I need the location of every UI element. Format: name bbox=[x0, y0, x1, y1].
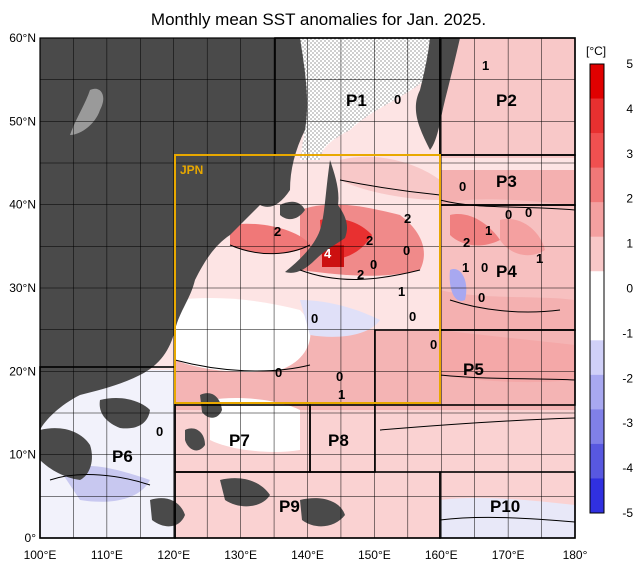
latitude-tick-label: 30°N bbox=[9, 281, 36, 295]
contour-label: 2 bbox=[274, 224, 281, 239]
colorbar-swatch bbox=[590, 409, 604, 445]
longitude-tick-label: 140°E bbox=[291, 548, 324, 562]
colorbar-unit: [°C] bbox=[586, 44, 606, 58]
sakhalin-island bbox=[70, 88, 104, 135]
colorbar-swatch bbox=[590, 98, 604, 134]
colorbar-border bbox=[589, 63, 605, 514]
contour-label: 0 bbox=[409, 309, 416, 324]
colorbar-swatch bbox=[590, 133, 604, 169]
contour-label: 0 bbox=[525, 205, 532, 220]
contour-label: 0 bbox=[403, 243, 410, 258]
longitude-tick-label: 110°E bbox=[91, 548, 123, 562]
colorbar-tick-label: -2 bbox=[622, 371, 633, 385]
colorbar-swatch bbox=[590, 305, 604, 341]
contour-label: 0 bbox=[370, 257, 377, 272]
colorbar-tick-label: -5 bbox=[622, 506, 633, 520]
contour-label: 0 bbox=[156, 424, 163, 439]
region-label-jpn: JPN bbox=[180, 163, 203, 177]
contour-label: 2 bbox=[366, 233, 373, 248]
longitude-tick-label: 150°E bbox=[358, 548, 391, 562]
latitude-tick-label: 0° bbox=[25, 531, 37, 545]
region-label-p2: P2 bbox=[496, 91, 517, 110]
contour-label: 1 bbox=[485, 223, 492, 238]
region-label-p1: P1 bbox=[346, 91, 367, 110]
plot-frame bbox=[39, 37, 576, 539]
contour-lines bbox=[49, 179, 575, 523]
colorbar-tick-label: 4 bbox=[626, 102, 633, 116]
region-label-p9: P9 bbox=[279, 497, 300, 516]
contour-label: 4 bbox=[324, 246, 332, 261]
colorbar-swatch bbox=[590, 64, 604, 100]
contour-label: 0 bbox=[459, 179, 466, 194]
contour-label: 0 bbox=[394, 92, 401, 107]
contour-label: 2 bbox=[357, 267, 364, 282]
colorbar-swatch bbox=[590, 340, 604, 376]
colorbar-tick-label: 1 bbox=[626, 237, 633, 251]
longitude-tick-label: 120°E bbox=[157, 548, 190, 562]
longitude-tick-label: 170°E bbox=[492, 548, 525, 562]
contour-label: 1 bbox=[398, 284, 405, 299]
contour-label: 0 bbox=[478, 290, 485, 305]
contour-label: 1 bbox=[536, 251, 543, 266]
colorbar-tick-label: 5 bbox=[626, 57, 633, 71]
latitude-tick-label: 20°N bbox=[9, 364, 36, 378]
region-label-p4: P4 bbox=[496, 262, 517, 281]
region-label-p3: P3 bbox=[496, 172, 517, 191]
longitude-tick-label: 100°E bbox=[24, 548, 57, 562]
region-label-p10: P10 bbox=[490, 497, 520, 516]
colorbar-tick-label: -4 bbox=[622, 461, 633, 475]
contour-label: 0 bbox=[311, 311, 318, 326]
contour-value-labels: 1 0 0 0 2 4 2 2 2 0 2 0 1 1 0 0 1 0 1 0 … bbox=[156, 58, 543, 439]
colorbar-tick-label: 0 bbox=[626, 282, 633, 296]
longitude-tick-labels: 100°E 110°E 120°E 130°E 140°E 150°E 160°E 170°E… bbox=[24, 548, 588, 562]
contour-label: 0 bbox=[481, 260, 488, 275]
contour-label: 2 bbox=[463, 235, 470, 250]
contour-label: 0 bbox=[430, 337, 437, 352]
region-label-p8: P8 bbox=[328, 431, 349, 450]
colorbar-tick-label: -1 bbox=[622, 326, 633, 340]
jpn-region-box bbox=[174, 154, 441, 404]
colorbar-swatch bbox=[590, 443, 604, 479]
contour-label: 1 bbox=[482, 58, 489, 73]
colorbar-swatch bbox=[590, 202, 604, 238]
colorbar-tick-label: 2 bbox=[626, 192, 633, 206]
region-label-p6: P6 bbox=[112, 447, 133, 466]
sea-ice-area bbox=[300, 38, 430, 160]
longitude-tick-label: 130°E bbox=[224, 548, 257, 562]
latitude-tick-label: 40°N bbox=[9, 198, 36, 212]
contour-label: 0 bbox=[275, 365, 282, 380]
map-title: Monthly mean SST anomalies for Jan. 2025… bbox=[150, 10, 487, 29]
contour-label: 0 bbox=[336, 369, 343, 384]
longitude-tick-label: 160°E bbox=[425, 548, 458, 562]
colorbar-tick-label: 3 bbox=[626, 147, 633, 161]
contour-label: 2 bbox=[404, 211, 411, 226]
contour-label: 1 bbox=[462, 260, 469, 275]
colorbar-tick-label: -3 bbox=[622, 416, 633, 430]
colorbar bbox=[589, 63, 605, 514]
latitude-tick-label: 60°N bbox=[9, 31, 36, 45]
longitude-tick-label: 180° bbox=[563, 548, 588, 562]
region-label-p5: P5 bbox=[463, 360, 484, 379]
colorbar-tick-labels: 5 4 3 2 1 0 -1 -2 -3 -4 -5 bbox=[622, 57, 633, 520]
latitude-tick-label: 10°N bbox=[9, 448, 36, 462]
colorbar-swatch bbox=[590, 374, 604, 410]
latitude-tick-label: 50°N bbox=[9, 114, 36, 128]
contour-label: 0 bbox=[505, 207, 512, 222]
latitude-tick-labels: 0° 10°N 20°N 30°N 40°N 50°N 60°N bbox=[9, 31, 36, 545]
colorbar-swatch bbox=[590, 478, 604, 514]
colorbar-swatch bbox=[590, 167, 604, 203]
region-label-p7: P7 bbox=[229, 431, 250, 450]
colorbar-swatch bbox=[590, 236, 604, 272]
colorbar-swatch bbox=[590, 271, 604, 307]
contour-label: 1 bbox=[338, 387, 345, 402]
